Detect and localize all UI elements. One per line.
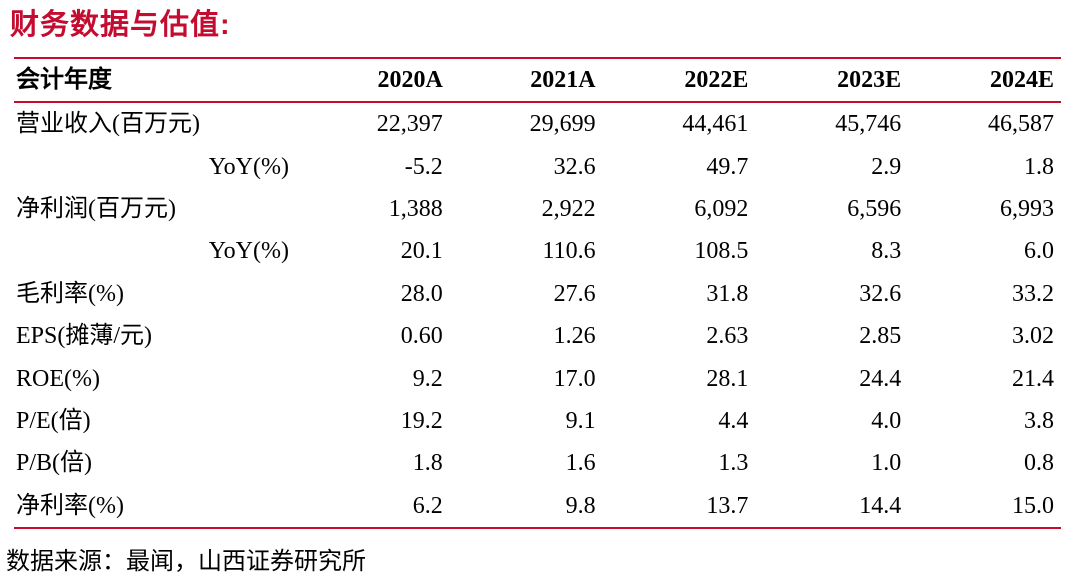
table-header-row: 会计年度 2020A 2021A 2022E 2023E 2024E: [14, 57, 1061, 103]
cell-value: 22,397: [376, 111, 443, 138]
row-label: P/B(倍): [16, 450, 93, 477]
cell-value: 1.8: [412, 450, 443, 477]
cell-value: 2,922: [541, 195, 596, 222]
cell-value: 1.3: [718, 450, 749, 477]
row-label: YoY(%): [208, 153, 289, 180]
cell-value: 1.8: [1023, 153, 1054, 180]
financial-data-table: 会计年度 2020A 2021A 2022E 2023E 2024E 营业收入(…: [14, 57, 1061, 529]
cell-value: 2.9: [871, 153, 902, 180]
table-row-net-margin: 净利率(%) 6.2 9.8 13.7 14.4 15.0: [14, 485, 1061, 527]
cell-value: 46,587: [987, 111, 1054, 138]
header-year-2020a: 2020A: [377, 67, 443, 93]
row-label: 营业收入(百万元): [16, 111, 200, 138]
cell-value: 6.0: [1023, 238, 1054, 265]
cell-value: 1,388: [388, 195, 443, 222]
header-year-2023e: 2023E: [837, 67, 902, 93]
table-row-net-profit: 净利润(百万元) 1,388 2,922 6,092 6,596 6,993: [14, 188, 1061, 230]
cell-value: 6,092: [694, 195, 749, 222]
cell-value: 6.2: [412, 492, 443, 519]
cell-value: 1.6: [565, 450, 596, 477]
cell-value: 32.6: [859, 280, 902, 307]
cell-value: 2.63: [706, 323, 749, 350]
cell-value: 1.26: [553, 323, 596, 350]
header-year-2024e: 2024E: [989, 67, 1054, 93]
cell-value: 27.6: [553, 280, 596, 307]
cell-value: 45,746: [835, 111, 902, 138]
cell-value: 6,993: [999, 195, 1054, 222]
cell-value: 49.7: [706, 153, 749, 180]
cell-value: -5.2: [404, 153, 443, 180]
cell-value: 28.1: [706, 365, 749, 392]
table-row-roe: ROE(%) 9.2 17.0 28.1 24.4 21.4: [14, 357, 1061, 399]
row-label: 净利率(%): [16, 492, 124, 519]
cell-value: 9.1: [565, 407, 596, 434]
table-row-revenue: 营业收入(百万元) 22,397 29,699 44,461 45,746 46…: [14, 103, 1061, 145]
cell-value: 2.85: [859, 323, 902, 350]
table-row-pb: P/B(倍) 1.8 1.6 1.3 1.0 0.8: [14, 442, 1061, 484]
cell-value: 9.8: [565, 492, 596, 519]
row-label: ROE(%): [16, 365, 100, 392]
cell-value: 4.4: [718, 407, 749, 434]
cell-value: 17.0: [553, 365, 596, 392]
cell-value: 28.0: [400, 280, 443, 307]
cell-value: 29,699: [529, 111, 596, 138]
cell-value: 21.4: [1011, 365, 1054, 392]
row-label: 净利润(百万元): [16, 195, 176, 222]
row-label: 毛利率(%): [16, 280, 124, 307]
cell-value: 1.0: [871, 450, 902, 477]
cell-value: 32.6: [553, 153, 596, 180]
cell-value: 9.2: [412, 365, 443, 392]
data-source: 数据来源：最闻，山西证券研究所: [6, 548, 366, 575]
cell-value: 3.02: [1011, 323, 1054, 350]
cell-value: 14.4: [859, 492, 902, 519]
table-row-pe: P/E(倍) 19.2 9.1 4.4 4.0 3.8: [14, 400, 1061, 442]
cell-value: 6,596: [847, 195, 902, 222]
cell-value: 31.8: [706, 280, 749, 307]
cell-value: 3.8: [1023, 407, 1054, 434]
row-label: EPS(摊薄/元): [16, 323, 153, 350]
cell-value: 44,461: [682, 111, 749, 138]
table-row-revenue-yoy: YoY(%) -5.2 32.6 49.7 2.9 1.8: [14, 145, 1061, 187]
cell-value: 0.60: [400, 323, 443, 350]
cell-value: 33.2: [1011, 280, 1054, 307]
cell-value: 20.1: [400, 238, 443, 265]
table-row-gross-margin: 毛利率(%) 28.0 27.6 31.8 32.6 33.2: [14, 273, 1061, 315]
header-year-2022e: 2022E: [684, 67, 749, 93]
header-year-2021a: 2021A: [530, 67, 596, 93]
cell-value: 13.7: [706, 492, 749, 519]
table-row-net-profit-yoy: YoY(%) 20.1 110.6 108.5 8.3 6.0: [14, 230, 1061, 272]
cell-value: 8.3: [871, 238, 902, 265]
cell-value: 0.8: [1023, 450, 1054, 477]
table-row-eps: EPS(摊薄/元) 0.60 1.26 2.63 2.85 3.02: [14, 315, 1061, 357]
page-title: 财务数据与估值:: [10, 9, 231, 41]
cell-value: 4.0: [871, 407, 902, 434]
row-label: P/E(倍): [16, 407, 91, 434]
row-label: YoY(%): [208, 238, 289, 265]
cell-value: 108.5: [694, 238, 749, 265]
header-fiscal-year: 会计年度: [16, 66, 112, 93]
cell-value: 15.0: [1011, 492, 1054, 519]
cell-value: 24.4: [859, 365, 902, 392]
cell-value: 110.6: [542, 238, 596, 265]
cell-value: 19.2: [400, 407, 443, 434]
